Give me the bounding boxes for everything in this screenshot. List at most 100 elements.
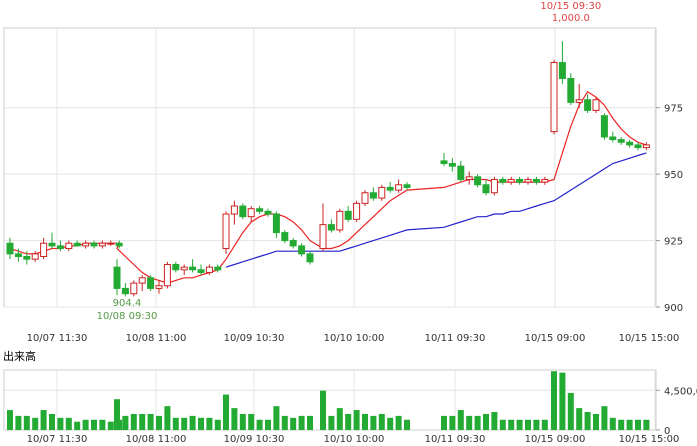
candle-body: [163, 263, 171, 287]
candle-body: [516, 178, 524, 183]
candle-body: [31, 253, 39, 260]
volume-x-tick-label: 10/15 15:00: [619, 434, 680, 445]
volume-y-tick-label: 4,500,0: [664, 386, 697, 397]
volume-bar: [281, 415, 288, 430]
candle-body: [56, 245, 64, 250]
volume-bar: [533, 419, 540, 430]
low-annotation-value: 904.4: [113, 298, 142, 309]
candle: [289, 237, 297, 249]
volume-bar: [239, 413, 246, 430]
candle-body: [600, 115, 608, 138]
volume-x-tick-label: 10/08 11:00: [126, 434, 187, 445]
candle-body: [205, 266, 213, 273]
candle: [584, 94, 592, 114]
price-x-tick-label: 10/15 09:00: [525, 333, 586, 344]
candle: [90, 240, 98, 249]
candle-body: [180, 266, 188, 271]
candle-body: [197, 269, 205, 273]
candle-body: [40, 242, 48, 258]
candle-body: [474, 176, 482, 186]
candle: [6, 237, 14, 260]
price-panel: [3, 27, 657, 308]
volume-bar: [231, 408, 238, 430]
candle-body: [147, 277, 155, 289]
candle: [115, 240, 123, 249]
candle-body: [138, 277, 146, 284]
candle: [40, 237, 48, 260]
volume-bar: [491, 412, 498, 430]
candle-body: [222, 213, 230, 250]
volume-bar: [584, 412, 591, 430]
candle: [147, 275, 155, 292]
candle-body: [395, 184, 403, 191]
candle-body: [115, 242, 123, 247]
candle: [626, 139, 634, 148]
candle: [31, 251, 39, 262]
candle: [172, 261, 180, 273]
volume-bar: [516, 419, 523, 430]
candle: [189, 259, 197, 273]
candle-body: [575, 99, 583, 103]
candle-body: [319, 224, 327, 250]
volume-bar: [15, 415, 22, 430]
volume-bar: [214, 419, 221, 430]
candle: [14, 248, 22, 262]
candle: [524, 176, 532, 185]
candle-body: [121, 287, 129, 295]
volume-bar: [49, 413, 55, 430]
candle-body: [457, 165, 465, 180]
volume-bar: [593, 413, 599, 430]
candle-body: [499, 178, 507, 183]
volume-bar: [609, 417, 616, 430]
candle: [214, 264, 222, 273]
candle: [532, 176, 540, 185]
price-x-axis: 10/07 11:30 10/08 11:00 10/09 10:30 10/10 1…: [27, 333, 680, 344]
volume-bar: [99, 419, 106, 430]
candle: [230, 200, 238, 225]
candle: [336, 208, 344, 233]
volume-bar: [273, 406, 280, 430]
volume-bar: [181, 417, 188, 430]
volume-bar: [206, 417, 213, 430]
candle-body: [617, 139, 625, 143]
volume-x-tick-label: 10/11 09:30: [425, 434, 486, 445]
volume-bar: [508, 419, 515, 430]
candle: [369, 187, 377, 201]
volume-bar: [290, 417, 297, 430]
volume-bar: [74, 421, 81, 430]
volume-bar: [404, 419, 410, 430]
price-x-tick-label: 10/07 11:30: [27, 333, 88, 344]
candle: [403, 182, 411, 191]
candle-body: [107, 242, 115, 245]
candle: [65, 240, 73, 252]
candle: [499, 176, 507, 185]
candle-body: [558, 62, 566, 79]
candle-body: [306, 253, 314, 263]
candle: [23, 251, 31, 265]
candle: [73, 240, 81, 247]
candle-body: [369, 192, 377, 199]
candle: [490, 176, 498, 196]
volume-bar: [449, 415, 456, 430]
volume-bar: [114, 399, 120, 430]
volume-bar: [40, 410, 47, 430]
candle: [550, 59, 558, 135]
volume-bar: [147, 413, 154, 430]
volume-bar: [265, 419, 271, 430]
price-grid: [4, 28, 656, 308]
volume-bar: [65, 417, 72, 430]
candle-body: [361, 192, 369, 204]
volume-bar: [107, 421, 114, 430]
ma-long-line: [225, 152, 647, 268]
price-x-tick-label: 10/10 10:00: [324, 333, 385, 344]
volume-bar: [256, 419, 263, 430]
candle-body: [272, 213, 280, 234]
volume-bar: [7, 410, 13, 430]
price-y-tick-label: 925: [664, 237, 683, 248]
candle-body: [403, 184, 411, 188]
volume-bar: [643, 419, 650, 430]
candle-body: [82, 242, 90, 247]
candle-body: [48, 242, 56, 247]
volume-bar: [626, 419, 633, 430]
candle-body: [327, 224, 335, 231]
